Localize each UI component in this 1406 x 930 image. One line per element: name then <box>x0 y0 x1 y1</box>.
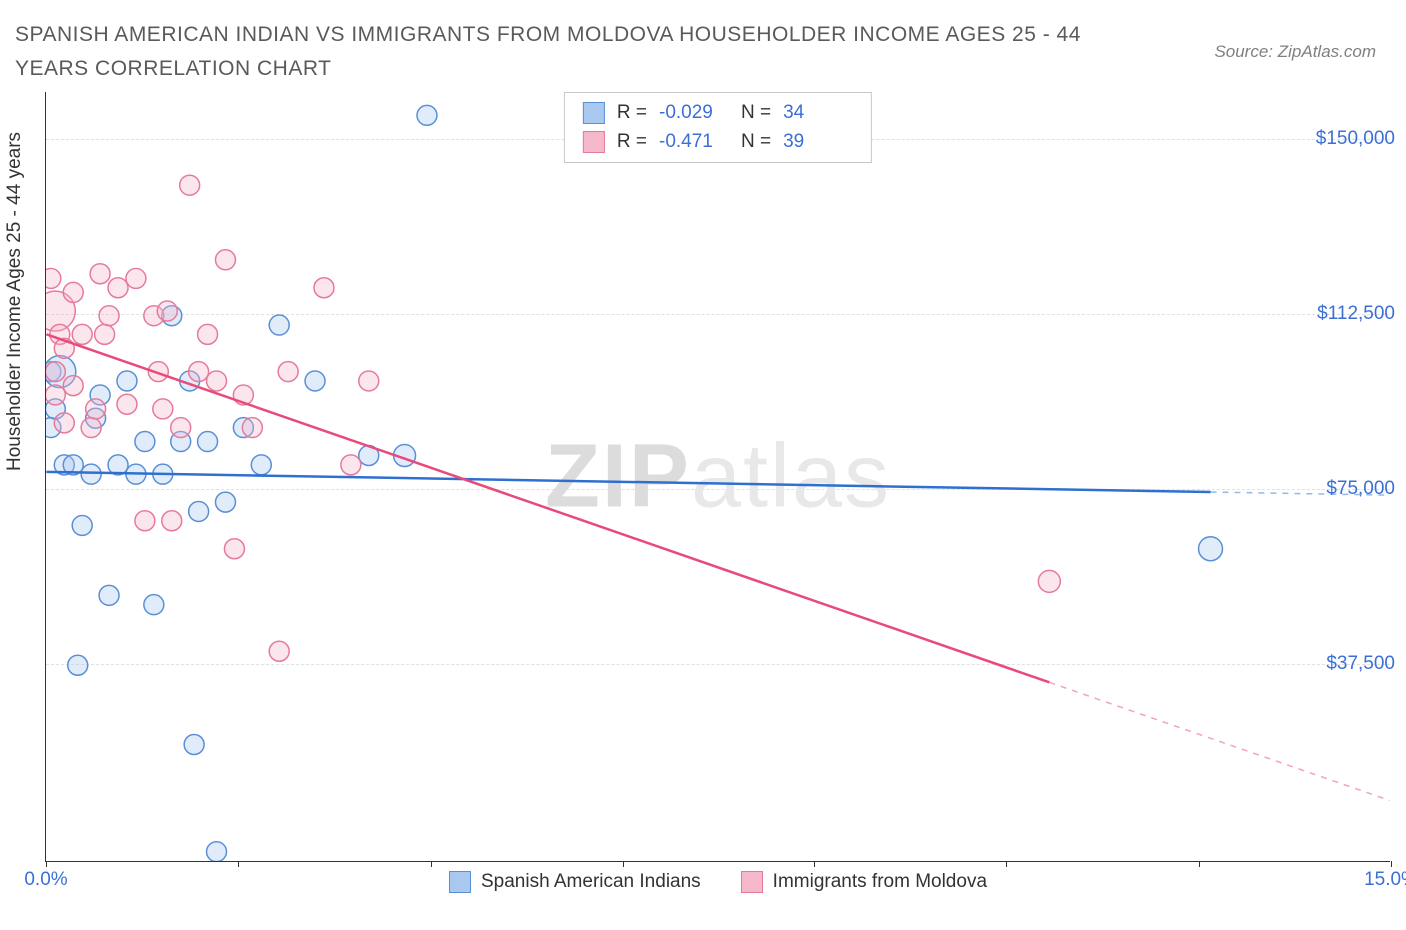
data-point <box>171 418 191 438</box>
data-point <box>135 432 155 452</box>
data-point <box>63 282 83 302</box>
x-tick-mark <box>238 861 239 867</box>
data-point <box>1199 537 1223 561</box>
data-point <box>63 376 83 396</box>
data-point <box>1038 570 1060 592</box>
data-point <box>117 394 137 414</box>
x-tick-mark <box>1199 861 1200 867</box>
chart-container: SPANISH AMERICAN INDIAN VS IMMIGRANTS FR… <box>0 0 1406 930</box>
data-point <box>278 362 298 382</box>
legend-swatch <box>583 102 605 124</box>
x-tick-mark <box>623 861 624 867</box>
legend-row: R = -0.029 N = 34 <box>583 99 853 128</box>
data-point <box>54 413 74 433</box>
y-axis-label: Householder Income Ages 25 - 44 years <box>4 132 26 471</box>
data-point <box>251 455 271 475</box>
data-point <box>108 278 128 298</box>
data-point <box>72 515 92 535</box>
x-tick-mark <box>814 861 815 867</box>
data-point <box>189 362 209 382</box>
n-label: N = <box>741 99 771 128</box>
data-point <box>86 399 106 419</box>
data-point <box>184 734 204 754</box>
data-point <box>341 455 361 475</box>
data-point <box>46 385 65 405</box>
legend-swatch <box>583 131 605 153</box>
data-point <box>153 399 173 419</box>
legend-series: Spanish American Indians Immigrants from… <box>449 871 987 893</box>
x-tick-mark <box>1006 861 1007 867</box>
n-value: 39 <box>783 128 853 157</box>
chart-title: SPANISH AMERICAN INDIAN VS IMMIGRANTS FR… <box>15 18 1115 85</box>
data-point <box>314 278 334 298</box>
data-point <box>162 511 182 531</box>
data-point <box>72 324 92 344</box>
r-label: R = <box>617 128 647 157</box>
data-point <box>90 264 110 284</box>
data-point <box>215 492 235 512</box>
data-point <box>305 371 325 391</box>
data-point <box>180 175 200 195</box>
data-point <box>95 324 115 344</box>
data-point <box>157 301 177 321</box>
data-point <box>189 501 209 521</box>
data-point <box>81 418 101 438</box>
data-point <box>359 371 379 391</box>
legend-swatch <box>741 871 763 893</box>
x-tick-mark <box>431 861 432 867</box>
data-point <box>144 595 164 615</box>
data-point <box>99 306 119 326</box>
data-point <box>99 585 119 605</box>
scatter-svg <box>46 92 1390 861</box>
x-tick-label: 0.0% <box>24 869 67 891</box>
x-tick-mark <box>1391 861 1392 867</box>
data-point <box>135 511 155 531</box>
data-point <box>68 655 88 675</box>
legend-item: Immigrants from Moldova <box>741 871 987 893</box>
legend-correlation: R = -0.029 N = 34 R = -0.471 N = 39 <box>564 92 872 163</box>
x-tick-label: 15.0% <box>1364 869 1406 891</box>
r-value: -0.471 <box>659 128 729 157</box>
data-point <box>417 105 437 125</box>
data-point <box>46 362 65 382</box>
x-tick-mark <box>46 861 47 867</box>
plot-area: ZIPatlas R = -0.029 N = 34 R = -0.471 N … <box>45 92 1390 862</box>
n-value: 34 <box>783 99 853 128</box>
data-point <box>46 268 61 288</box>
data-point <box>215 250 235 270</box>
data-point <box>207 842 227 861</box>
n-label: N = <box>741 128 771 157</box>
data-point <box>269 641 289 661</box>
regression-line-extrapolated <box>1049 682 1389 800</box>
legend-label: Immigrants from Moldova <box>773 871 987 893</box>
data-point <box>81 464 101 484</box>
data-point <box>126 268 146 288</box>
legend-swatch <box>449 871 471 893</box>
r-label: R = <box>617 99 647 128</box>
data-point <box>207 371 227 391</box>
data-point <box>242 418 262 438</box>
legend-item: Spanish American Indians <box>449 871 701 893</box>
data-point <box>269 315 289 335</box>
data-point <box>224 539 244 559</box>
regression-line <box>46 472 1210 492</box>
data-point <box>198 432 218 452</box>
data-point <box>117 371 137 391</box>
source-attribution: Source: ZipAtlas.com <box>1214 42 1376 62</box>
data-point <box>198 324 218 344</box>
regression-line-extrapolated <box>1211 492 1390 495</box>
legend-label: Spanish American Indians <box>481 871 701 893</box>
legend-row: R = -0.471 N = 39 <box>583 128 853 157</box>
r-value: -0.029 <box>659 99 729 128</box>
